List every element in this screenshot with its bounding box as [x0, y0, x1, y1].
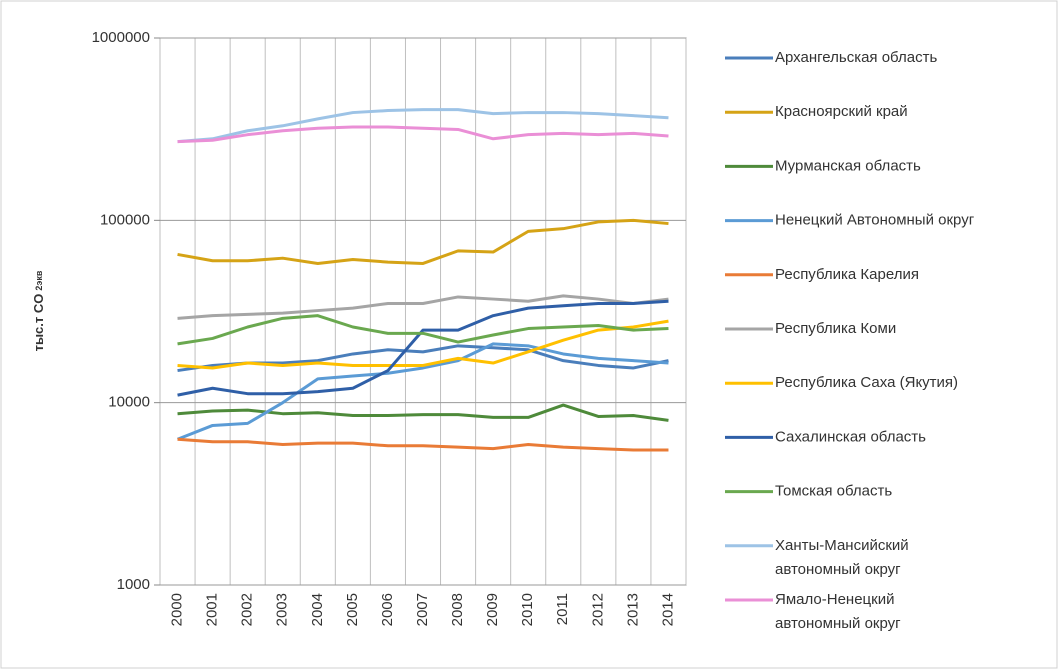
x-tick-label: 2002	[239, 593, 256, 626]
series-line	[177, 108, 669, 144]
y-tick-label: 100000	[100, 211, 150, 228]
x-tick-label: 2012	[589, 593, 606, 626]
series-line	[177, 403, 669, 422]
x-tick-label: 2004	[309, 593, 326, 626]
series-line	[177, 319, 669, 370]
series-line	[176, 342, 669, 441]
legend-label: Ямало-Ненецкий автономный округ	[775, 591, 901, 632]
legend-label: Сахалинская область	[775, 428, 926, 445]
y-tick-label: 1000	[117, 576, 150, 593]
legend-label: Республика Саха (Якутия)	[775, 374, 958, 391]
legend-label: Республика Коми	[775, 320, 896, 337]
y-axis-label-sub: 2экв	[34, 270, 44, 290]
series-line	[177, 218, 669, 265]
series-line	[177, 294, 669, 320]
x-tick-label: 2006	[379, 593, 396, 626]
x-tick-label: 2005	[344, 593, 361, 626]
x-tick-label: 2008	[449, 593, 466, 626]
legend-label-line: Ханты-Мансийский	[775, 537, 909, 554]
x-tick-label: 2014	[659, 593, 676, 626]
y-axis-label: тыс.т CO 2экв	[31, 270, 46, 351]
legend-label: Красноярский край	[775, 103, 908, 120]
series-line	[177, 437, 669, 452]
legend-label-line: автономный округ	[775, 561, 901, 578]
x-tick-label: 2011	[554, 593, 571, 625]
legend-label: Республика Карелия	[775, 266, 919, 283]
legend-label: Архангельская область	[775, 49, 937, 66]
x-tick-label: 2001	[204, 593, 221, 626]
legend-label: Мурманская область	[775, 157, 921, 174]
y-tick-label: 10000	[108, 394, 150, 411]
x-tick-label: 2013	[624, 593, 641, 626]
series-line	[177, 314, 669, 346]
x-tick-label: 2009	[484, 593, 501, 626]
y-tick-label: 1000000	[92, 29, 150, 46]
legend-label-line: Ямало-Ненецкий	[775, 591, 894, 608]
x-tick-label: 2003	[274, 593, 291, 626]
x-tick-label: 2010	[519, 593, 536, 626]
series-line	[177, 299, 669, 397]
x-tick-label: 2000	[169, 593, 186, 626]
legend-label-line: автономный округ	[775, 615, 901, 632]
legend-label: Томская область	[775, 483, 892, 500]
x-tick-label: 2007	[414, 593, 431, 626]
legend-label: Ненецкий Автономный округ	[775, 212, 975, 229]
series-line	[177, 125, 669, 144]
legend-label: Ханты-Мансийский автономный округ	[775, 537, 909, 578]
y-axis-label-main: тыс.т CO	[31, 294, 46, 352]
